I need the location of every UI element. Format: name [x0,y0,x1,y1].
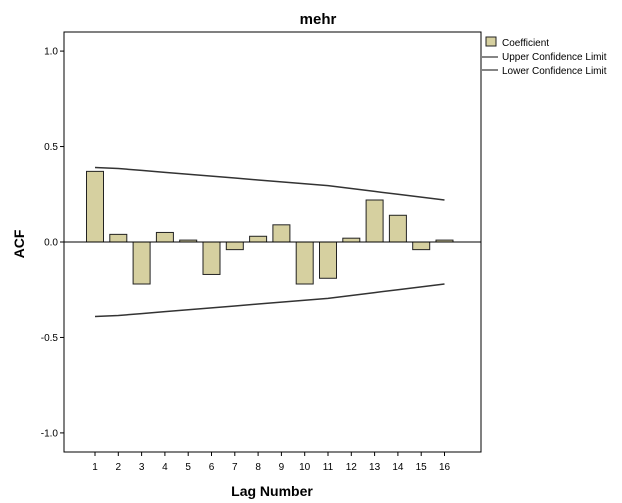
y-tick-label: -1.0 [41,428,59,439]
acf-bar [388,214,407,243]
acf-bar [109,233,128,243]
x-tick-label: 9 [279,462,285,473]
acf-bar [202,241,221,275]
acf-bar [155,231,174,243]
x-axis-label: Lag Number [231,483,313,499]
acf-bar [249,235,268,243]
x-tick-label: 8 [255,462,261,473]
x-tick-label: 13 [369,462,381,473]
lower-confidence-line [94,283,445,318]
acf-bar [412,241,431,251]
acf-bar [272,224,291,243]
y-tick-label: -0.5 [41,333,59,344]
y-tick-label: 1.0 [44,47,58,58]
x-tick-label: 6 [209,462,215,473]
x-tick-label: 4 [162,462,168,473]
x-tick-label: 2 [116,462,122,473]
legend-lower-label: Lower Confidence Limit [502,66,607,77]
acf-bar [225,241,244,251]
x-tick-label: 5 [185,462,191,473]
x-tick-label: 7 [232,462,238,473]
y-tick-label: 0.5 [44,142,58,153]
acf-bar [319,241,337,279]
x-tick-label: 10 [299,462,311,473]
chart-title: mehr [300,11,337,28]
x-tick-label: 12 [346,462,358,473]
x-tick-label: 1 [92,462,98,473]
acf-bar [132,241,151,285]
legend-coefficient-swatch [485,36,497,47]
x-axis: 1 2 3 4 5 6 7 8 9 10 11 12 13 14 15 16 [92,452,450,473]
acf-bar [342,237,361,243]
x-tick-label: 16 [439,462,451,473]
legend-coefficient-label: Coefficient [502,38,549,49]
legend-upper-label: Upper Confidence Limit [502,52,607,63]
bar-series [86,170,454,285]
y-axis: 1.0 0.5 0.0 -0.5 -1.0 [41,47,64,439]
x-tick-label: 14 [392,462,404,473]
x-tick-label: 3 [139,462,145,473]
y-axis-label: ACF [11,229,27,258]
y-tick-label: 0.0 [44,238,58,249]
acf-bar [86,170,104,243]
upper-confidence-line [94,166,445,201]
acf-bar [365,199,384,243]
x-tick-label: 11 [323,462,334,473]
acf-bar [295,241,314,285]
legend: Coefficient Upper Confidence Limit Lower… [482,36,607,77]
x-tick-label: 15 [416,462,428,473]
